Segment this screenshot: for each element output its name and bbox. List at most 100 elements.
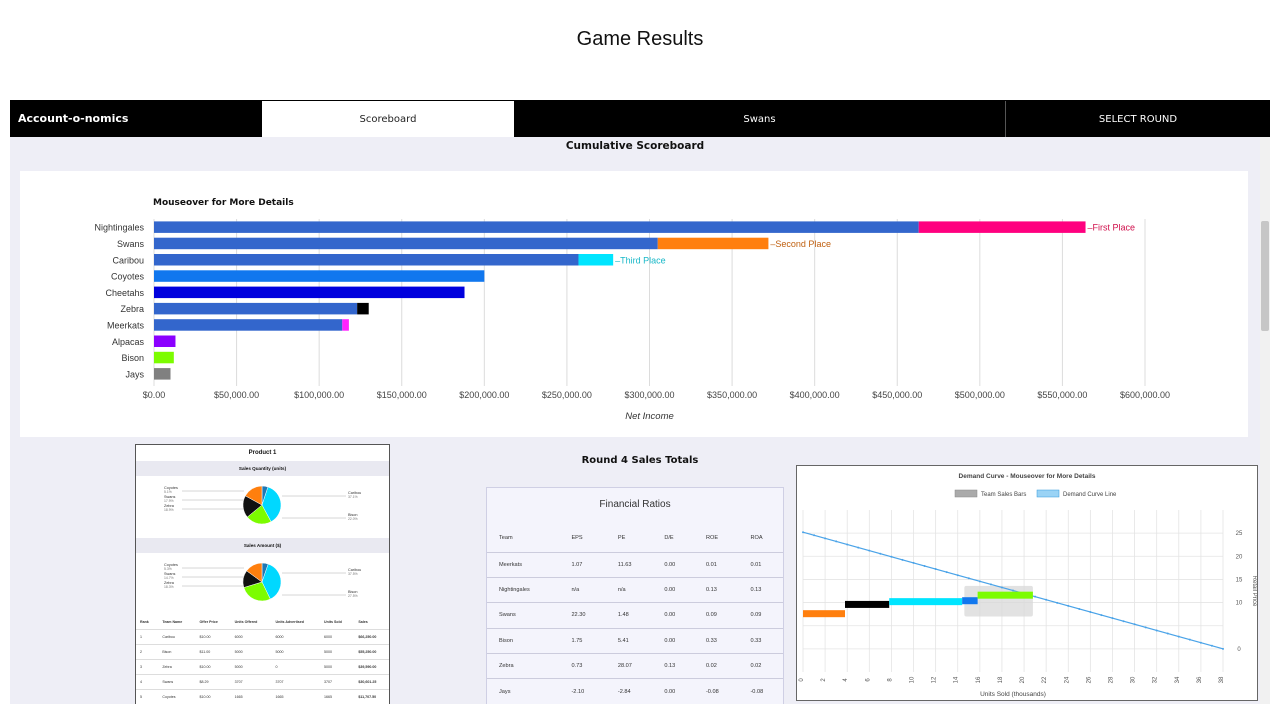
table-cell: 0.09 bbox=[693, 602, 739, 629]
y-tick-label: Jays bbox=[125, 369, 144, 379]
table-cell: -0.08 bbox=[738, 678, 783, 704]
tab-scoreboard[interactable]: Scoreboard bbox=[262, 101, 514, 137]
tab-team-swans[interactable]: Swans bbox=[514, 101, 1006, 137]
y-tick-label: Coyotes bbox=[111, 272, 145, 282]
cumulative-scoreboard-title: Cumulative Scoreboard bbox=[565, 140, 705, 152]
table-row: 3 Zebra $10.00 5000 0 5000 $39,590.00 bbox=[136, 659, 389, 675]
brand-logo[interactable]: Account-o-nomics bbox=[18, 112, 129, 125]
demand-point bbox=[813, 534, 816, 537]
table-cell: Coyotes bbox=[158, 689, 196, 704]
table-cell: 1665 bbox=[230, 689, 272, 704]
table-cell: 5000 bbox=[271, 644, 321, 660]
page-scrollbar[interactable] bbox=[1260, 137, 1270, 704]
column-header: PE bbox=[605, 524, 653, 553]
table-cell: 5000 bbox=[230, 659, 272, 675]
table-row: 5 Coyotes $10.00 1665 1665 1665 $11,707.50 bbox=[136, 689, 389, 704]
table-cell: $39,590.00 bbox=[354, 659, 389, 675]
demand-point bbox=[1067, 604, 1070, 607]
demand-x-tick: 26 bbox=[1086, 676, 1092, 683]
table-cell: 22.30 bbox=[559, 602, 606, 629]
demand-point bbox=[1100, 614, 1103, 617]
table-cell: 0.00 bbox=[652, 552, 694, 578]
demand-point bbox=[846, 543, 849, 546]
x-tick-label: $100,000.00 bbox=[294, 390, 344, 400]
demand-point bbox=[1155, 629, 1158, 632]
bar-bison-2 bbox=[154, 351, 174, 364]
table-cell: 3707 bbox=[320, 674, 355, 690]
x-tick-label: $50,000.00 bbox=[214, 390, 259, 400]
net-income-bar-chart[interactable]: Mouseover for More Details $0.00 $50,000.0… bbox=[20, 171, 1248, 437]
product-sales-table: Rank Team Name Offer Price Units Offered Uni… bbox=[136, 615, 389, 704]
table-cell: 0.09 bbox=[738, 602, 783, 629]
demand-x-tick: 28 bbox=[1108, 676, 1114, 683]
qty-pie-pct: 5.1% bbox=[164, 490, 172, 494]
demand-point bbox=[967, 577, 970, 580]
demand-point bbox=[989, 583, 992, 586]
scrollbar-thumb[interactable] bbox=[1261, 221, 1269, 331]
column-header: Team bbox=[487, 524, 560, 553]
table-cell: 6000 bbox=[230, 629, 272, 645]
column-header: Team Name bbox=[158, 615, 196, 630]
demand-point bbox=[835, 540, 838, 543]
demand-point bbox=[1078, 607, 1081, 610]
table-cell: 0.00 bbox=[652, 577, 694, 604]
demand-curve-panel: Demand Curve - Mouseover for More Detail… bbox=[796, 465, 1258, 701]
sales-bar-3 bbox=[889, 598, 963, 606]
table-cell: 3707 bbox=[271, 674, 321, 690]
table-cell: 3 bbox=[136, 659, 159, 675]
amt-pie-label: Zebra bbox=[164, 581, 175, 585]
demand-curve-chart[interactable]: Demand Curve - Mouseover for More Detail… bbox=[797, 466, 1257, 700]
demand-x-tick: 38 bbox=[1219, 676, 1225, 683]
demand-x-tick: 4 bbox=[843, 678, 849, 682]
x-tick-label: $450,000.00 bbox=[872, 390, 922, 400]
amt-pie-slice bbox=[243, 581, 271, 602]
y-tick-label: Cheetahs bbox=[105, 288, 144, 298]
table-cell: 0.02 bbox=[693, 653, 739, 680]
sales-bar-4 bbox=[962, 597, 978, 605]
x-tick-label: $250,000.00 bbox=[542, 390, 592, 400]
demand-x-tick: 12 bbox=[932, 676, 938, 683]
annotation-nightingales: –First Place bbox=[1088, 223, 1136, 233]
demand-point bbox=[945, 571, 948, 574]
table-row: 4 Swans $8.29 3707 3707 3707 $30,601.25 bbox=[136, 674, 389, 690]
bar-nightingales-2 bbox=[918, 221, 1086, 233]
demand-y-tick: 25 bbox=[1236, 531, 1243, 537]
sales-amount-pie[interactable]: Coyotes 5.3% Swans 14.7% Zebra 18.3% Caribou 37… bbox=[136, 553, 389, 615]
legend-demand-line: Demand Curve Line bbox=[1063, 492, 1117, 498]
column-header: Units Advertised bbox=[271, 615, 321, 630]
demand-x-tick: 34 bbox=[1175, 676, 1181, 683]
product-panel: Product 1 Sales Quantity (units) Coyotes… bbox=[135, 444, 390, 704]
table-cell: $8.29 bbox=[195, 674, 231, 690]
demand-point bbox=[1034, 595, 1037, 598]
table-cell: Bison bbox=[158, 644, 196, 660]
financial-ratios-panel: Financial Ratios Team EPS PE D/E ROE ROA Meer… bbox=[486, 487, 784, 704]
sales-quantity-pie[interactable]: Coyotes 5.1% Swans 17.9% Zebra 18.9% Caribou 37… bbox=[136, 476, 389, 538]
table-cell: $55,250.00 bbox=[354, 644, 389, 660]
table-cell: $11,707.50 bbox=[354, 689, 389, 704]
table-cell: 5000 bbox=[320, 659, 355, 675]
select-round-button[interactable]: SELECT ROUND bbox=[1098, 113, 1178, 125]
demand-point bbox=[923, 564, 926, 567]
table-row: 2 Bison $11.00 5000 5000 5000 $55,250.00 bbox=[136, 644, 389, 660]
app-window: Account-o-nomics Scoreboard Swans SELECT… bbox=[10, 100, 1270, 704]
table-cell: 0.02 bbox=[738, 653, 783, 680]
demand-x-tick: 6 bbox=[865, 678, 871, 682]
qty-pie-label: Zebra bbox=[164, 504, 175, 508]
demand-x-tick: 32 bbox=[1153, 676, 1159, 683]
demand-point bbox=[1177, 635, 1180, 638]
amt-pie-label: Bison bbox=[348, 590, 358, 594]
x-tick-label: $500,000.00 bbox=[955, 390, 1005, 400]
table-cell: 4 bbox=[136, 674, 159, 690]
x-tick-label: $150,000.00 bbox=[377, 390, 427, 400]
legend-swatch-demand bbox=[1036, 489, 1060, 498]
top-navbar: Account-o-nomics Scoreboard Swans SELECT… bbox=[10, 101, 1270, 137]
bar-swans-1 bbox=[154, 237, 658, 250]
bar-coyotes-2 bbox=[154, 270, 485, 282]
amt-pie-label: Swans bbox=[164, 572, 175, 576]
demand-y-tick: 0 bbox=[1237, 647, 1241, 653]
demand-point bbox=[1045, 598, 1048, 601]
financial-ratios-title: Financial Ratios bbox=[599, 499, 671, 510]
demand-point bbox=[956, 574, 959, 577]
qty-pie-pct: 37.1% bbox=[348, 495, 358, 499]
table-cell: Jays bbox=[487, 678, 560, 704]
